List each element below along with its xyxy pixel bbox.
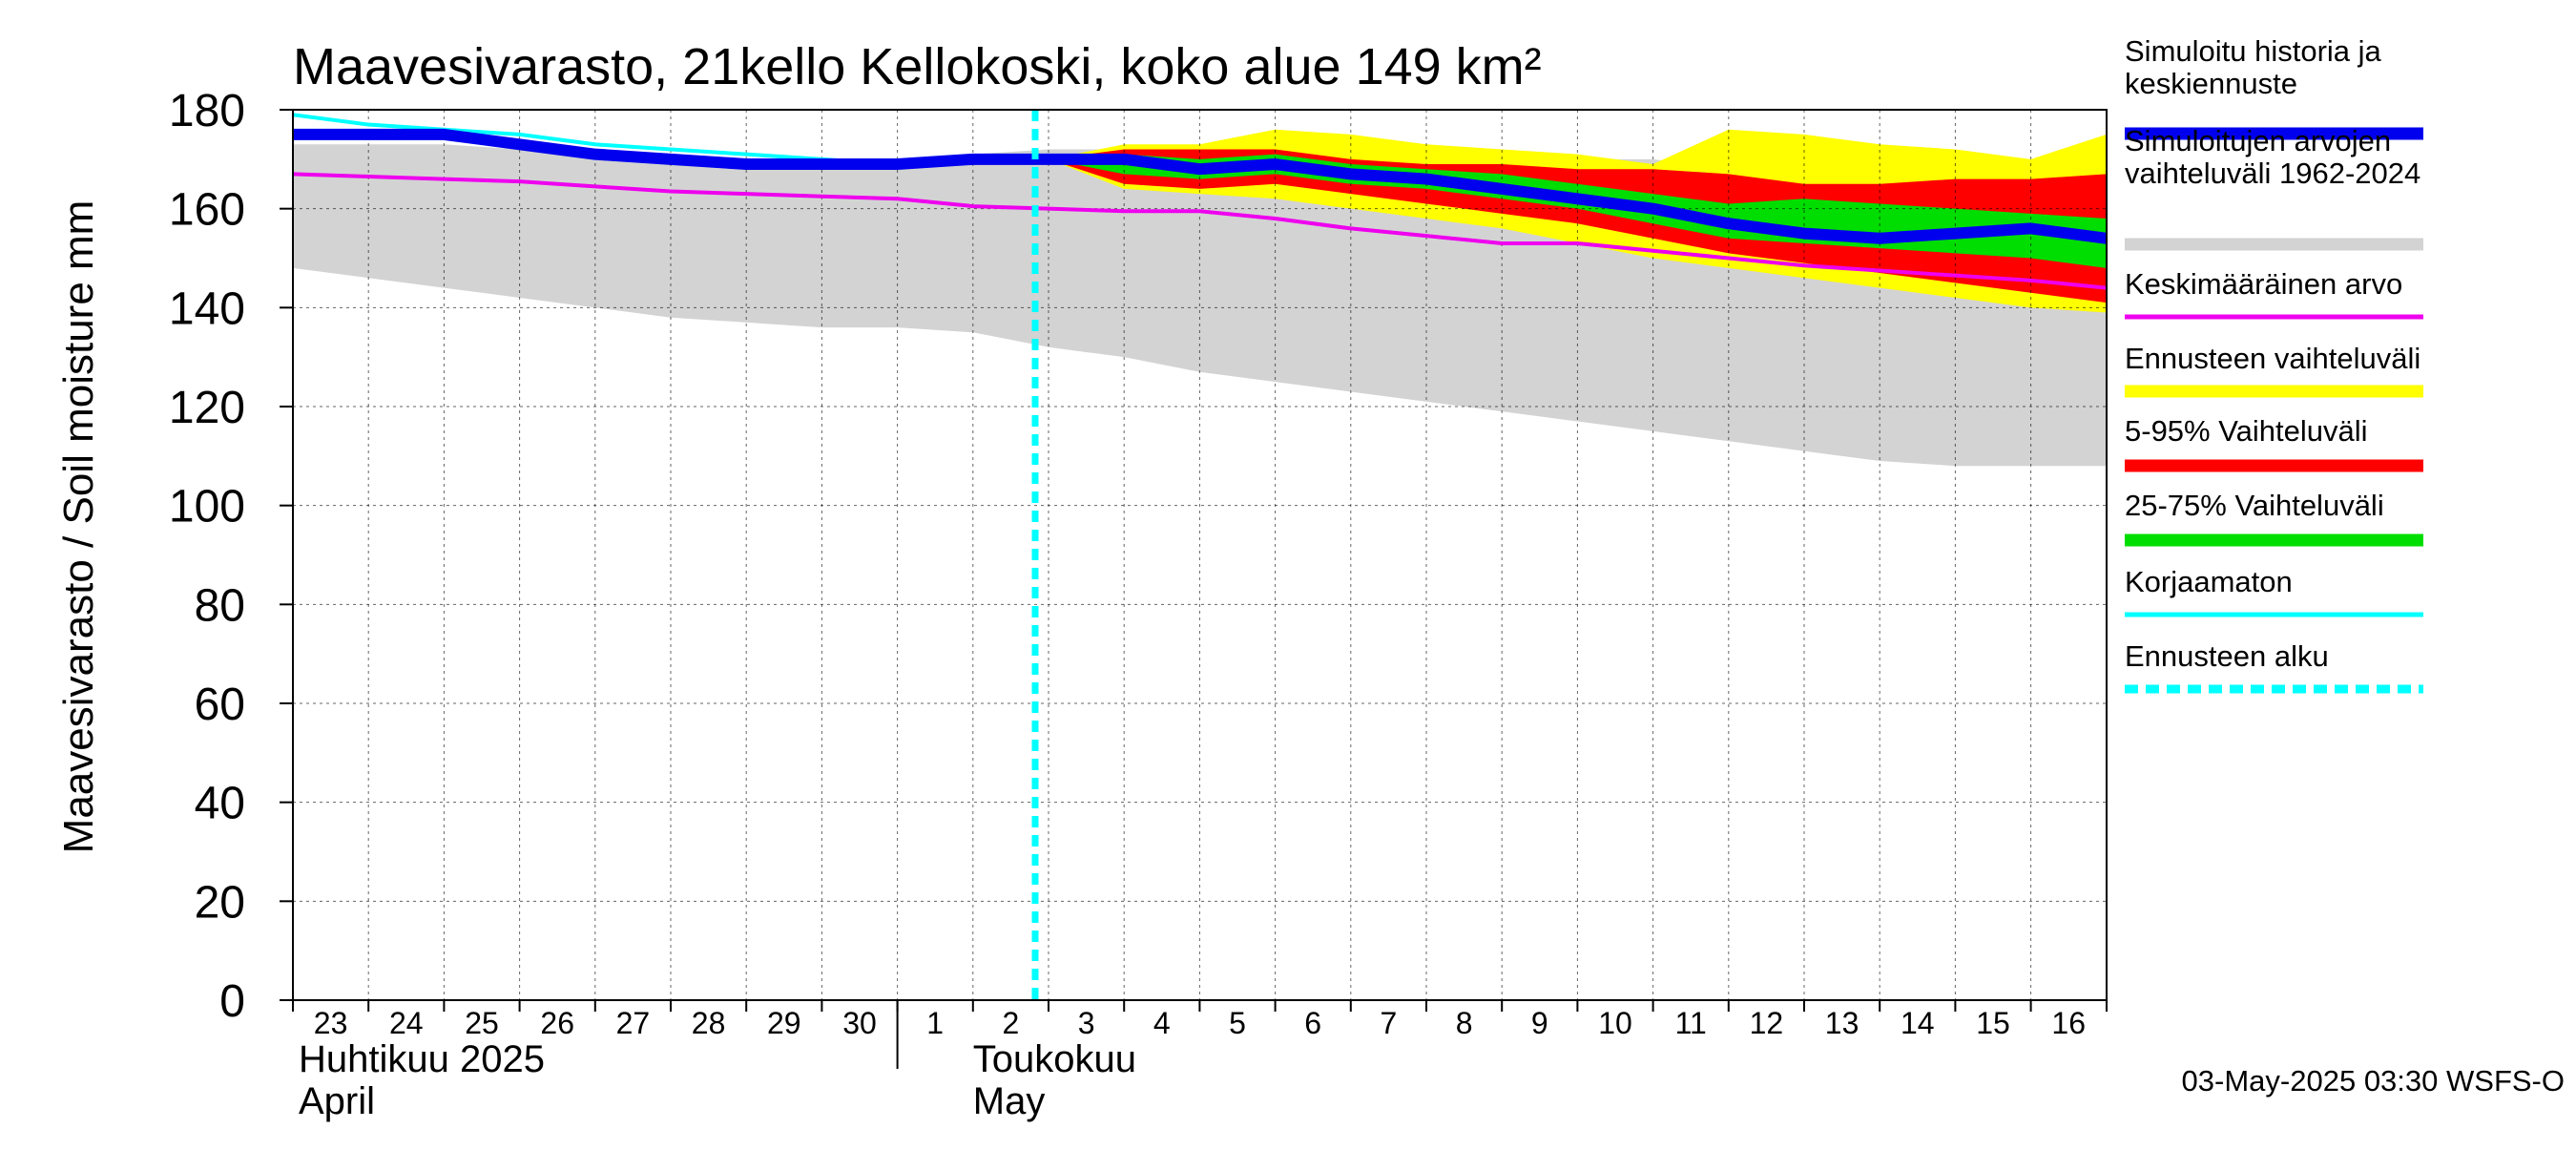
x-tick-label: 30 [842,1006,877,1040]
y-tick-label: 120 [169,383,245,433]
x-tick-label: 10 [1598,1006,1632,1040]
legend-label: Keskimääräinen arvo [2125,267,2402,301]
legend-label: Simuloitu historia ja [2125,34,2382,68]
x-tick-label: 6 [1304,1006,1321,1040]
y-tick-label: 40 [195,779,245,829]
forecast-band-1 [1049,149,2107,303]
legend-label: Korjaamaton [2125,565,2293,598]
y-tick-label: 60 [195,680,245,730]
plot-area [293,110,2107,1000]
month-label-english: May [973,1080,1046,1122]
x-tick-label: 2 [1003,1006,1020,1040]
y-tick-label: 0 [219,976,245,1027]
x-tick-label: 4 [1153,1006,1171,1040]
chart-title: Maavesivarasto, 21kello Kellokoski, koko… [293,38,1542,95]
legend-label: 25-75% Vaihteluväli [2125,489,2384,522]
x-tick-label: 24 [389,1006,424,1040]
x-tick-label: 13 [1825,1006,1859,1040]
x-tick-label: 3 [1078,1006,1095,1040]
y-tick-label: 20 [195,877,245,928]
timestamp-footer: 03-May-2025 03:30 WSFS-O [2182,1064,2565,1098]
y-axis-label: Maavesivarasto / Soil moisture mm [55,200,102,854]
x-tick-label: 7 [1381,1006,1398,1040]
y-tick-label: 80 [195,580,245,631]
x-tick-label: 29 [767,1006,801,1040]
x-tick-label: 15 [1976,1006,2010,1040]
y-tick-label: 140 [169,283,245,334]
x-tick-label: 16 [2051,1006,2086,1040]
y-tick-label: 160 [169,185,245,236]
legend-label: Ennusteen vaihteluväli [2125,342,2420,375]
x-tick-label: 11 [1675,1006,1707,1040]
series-line-simulated [293,128,2107,244]
month-label: Toukokuu [973,1038,1136,1080]
series-line-average [293,172,2107,290]
x-tick-label: 8 [1456,1006,1473,1040]
x-tick-label: 5 [1229,1006,1246,1040]
x-tick-label: 14 [1901,1006,1935,1040]
x-tick-label: 26 [540,1006,574,1040]
legend-label: Simuloitujen arvojen [2125,124,2391,157]
x-tick-label: 28 [692,1006,726,1040]
x-tick-label: 12 [1750,1006,1784,1040]
month-label-english: April [299,1080,375,1122]
x-tick-label: 25 [465,1006,499,1040]
month-label: Huhtikuu 2025 [299,1038,545,1080]
y-tick-label: 180 [169,86,245,136]
legend-label: vaihteluväli 1962-2024 [2125,157,2420,190]
y-tick-label: 100 [169,482,245,533]
legend-label: keskiennuste [2125,67,2297,100]
legend-label: Ennusteen alku [2125,639,2329,673]
x-tick-label: 23 [314,1006,348,1040]
x-tick-label: 1 [926,1006,944,1040]
grid-lines [293,110,2107,1000]
legend-label: 5-95% Vaihteluväli [2125,414,2367,448]
x-tick-label: 9 [1531,1006,1548,1040]
x-tick-label: 27 [616,1006,651,1040]
